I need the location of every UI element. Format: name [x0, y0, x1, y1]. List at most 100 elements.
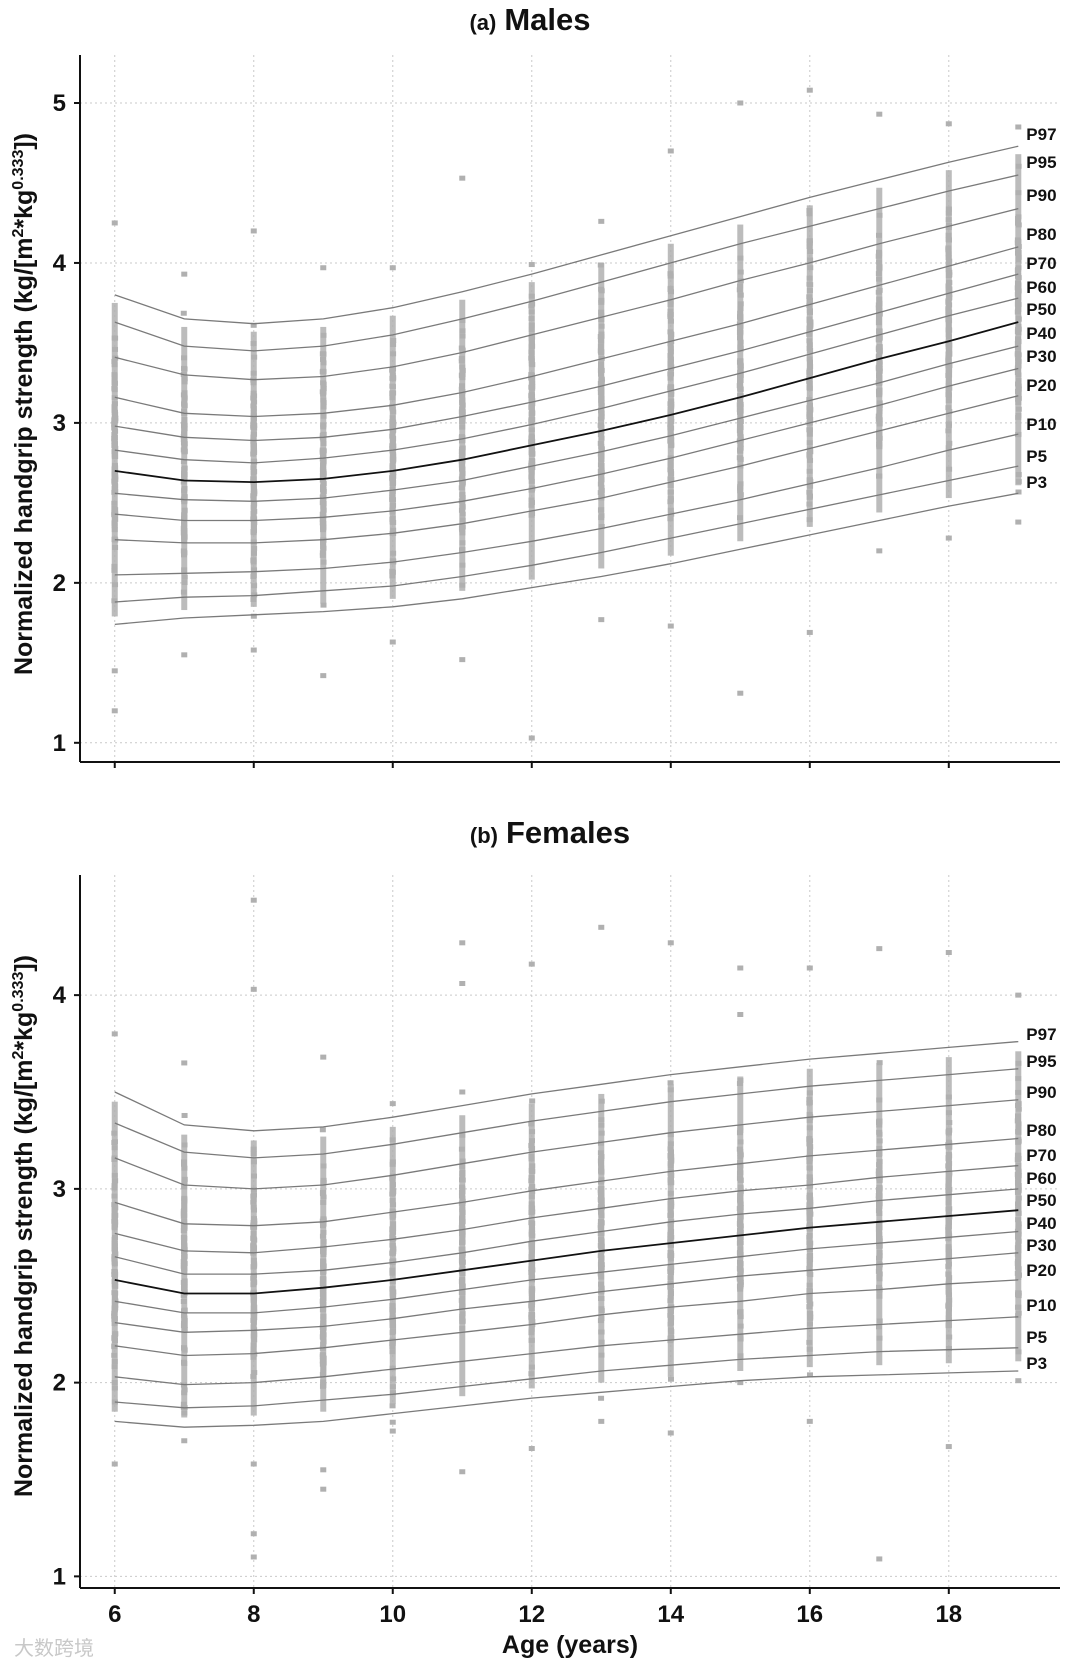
percentile-curve-p3	[114, 492, 1019, 626]
y-tick-label: 3	[53, 1176, 66, 1203]
scatter-density-band	[320, 326, 327, 604]
percentile-curve-p60	[114, 1188, 1019, 1275]
scatter-layer	[111, 897, 1022, 1562]
x-tick-label: 12	[518, 1601, 545, 1628]
scatter-density-band	[528, 1103, 535, 1389]
scatter-outlier	[459, 940, 466, 946]
scatter-outlier	[459, 1469, 466, 1475]
percentile-label-p97: P97	[1026, 125, 1056, 144]
scatter-density-band	[667, 1084, 674, 1377]
scatter-outlier	[598, 1418, 605, 1424]
percentile-curve-p30	[114, 367, 1019, 522]
percentile-label-p90: P90	[1026, 1083, 1056, 1102]
scatter-outlier	[598, 924, 605, 930]
scatter-density-band	[806, 1068, 813, 1368]
scatter-outlier	[945, 121, 952, 127]
scatter-outlier	[806, 629, 813, 635]
x-tick-label: 10	[379, 1601, 406, 1628]
scatter-point	[250, 322, 257, 328]
scatter-outlier	[667, 623, 674, 629]
y-tick-label: 1	[53, 1563, 66, 1590]
scatter-outlier	[1015, 992, 1022, 998]
scatter-outlier	[459, 657, 466, 663]
percentile-label-p20: P20	[1026, 376, 1056, 395]
scatter-outlier	[945, 535, 952, 541]
scatter-outlier	[1015, 124, 1022, 130]
scatter-outlier	[389, 265, 396, 271]
scatter-point	[459, 1089, 466, 1095]
percentile-label-p97: P97	[1026, 1025, 1056, 1044]
percentile-label-p60: P60	[1026, 1169, 1056, 1188]
percentile-curve-p70	[114, 1164, 1019, 1254]
percentile-curve-p97	[114, 145, 1019, 325]
scatter-point	[529, 1098, 536, 1104]
panel-title-main: Males	[504, 2, 590, 37]
scatter-density-band	[459, 299, 466, 591]
panel-title: (b) Females	[470, 815, 630, 850]
scatter-outlier	[528, 735, 535, 741]
percentile-label-p10: P10	[1026, 415, 1056, 434]
scatter-outlier	[945, 950, 952, 955]
percentile-curve-p20	[114, 395, 1019, 544]
percentile-curve-p70	[114, 273, 1019, 442]
scatter-outlier	[181, 1060, 188, 1066]
scatter-outlier	[737, 965, 744, 971]
y-tick-label: 1	[53, 730, 66, 757]
scatter-density-band	[1015, 1051, 1022, 1362]
curve-layer	[114, 1040, 1019, 1428]
scatter-density-band	[181, 1134, 188, 1418]
scatter-outlier	[389, 639, 396, 645]
percentile-label-p20: P20	[1026, 1261, 1056, 1280]
percentile-curve-p80	[114, 246, 1019, 418]
scatter-density-band	[806, 205, 813, 527]
y-axis-label: Normalized handgrip strength (kg/[m2*kg0…	[10, 955, 38, 1497]
scatter-outlier	[320, 1467, 327, 1473]
scatter-outlier	[459, 981, 466, 986]
scatter-outlier	[737, 690, 744, 696]
y-axis-label: Normalized handgrip strength (kg/[m2*kg0…	[10, 133, 38, 675]
percentile-label-p5: P5	[1026, 1328, 1047, 1347]
percentile-label-p30: P30	[1026, 1236, 1056, 1255]
scatter-outlier	[111, 1461, 118, 1467]
percentile-curve-p50	[114, 1209, 1019, 1295]
scatter-outlier	[181, 271, 188, 277]
scatter-density-band	[737, 224, 744, 542]
y-tick-label: 3	[53, 410, 66, 437]
scatter-outlier	[250, 897, 257, 903]
y-tick-label: 2	[53, 1370, 66, 1397]
percentile-label-layer: P97 P95 P90 P80 P70 P60 P50 P40 P30 P20 P10 P5 P3	[1026, 1025, 1056, 1373]
percentile-label-p70: P70	[1026, 1146, 1056, 1165]
scatter-density-band	[459, 1115, 466, 1397]
percentile-curve-p95	[114, 174, 1019, 352]
percentile-curve-p40	[114, 1230, 1019, 1314]
scatter-density-band	[876, 1062, 883, 1366]
percentile-label-p95: P95	[1026, 1052, 1056, 1071]
percentile-label-p40: P40	[1026, 1214, 1056, 1233]
scatter-density-band	[737, 1076, 744, 1371]
scatter-outlier	[1015, 519, 1022, 525]
scatter-outlier	[876, 1556, 883, 1562]
scatter-outlier	[1015, 1378, 1022, 1384]
y-tick-label: 4	[53, 982, 67, 1009]
scatter-outlier	[389, 1428, 396, 1434]
x-tick-label: 6	[108, 1601, 121, 1628]
percentile-curve-p90	[114, 207, 1019, 381]
x-tick-label: 18	[935, 1601, 962, 1628]
scatter-point	[389, 1419, 396, 1425]
scatter-point	[319, 1127, 326, 1133]
percentile-curve-p40	[114, 345, 1019, 502]
scatter-outlier	[528, 262, 535, 268]
percentile-label-p10: P10	[1026, 1296, 1056, 1315]
x-tick-label: 8	[247, 1601, 260, 1628]
scatter-outlier	[459, 175, 466, 181]
scatter-density-band	[250, 331, 257, 607]
scatter-density-band	[598, 1093, 605, 1383]
panel-title-prefix: (a)	[469, 10, 496, 35]
panel-title: (a) Males	[469, 2, 590, 37]
percentile-curve-p30	[114, 1252, 1019, 1333]
scatter-outlier	[806, 965, 813, 971]
scatter-outlier	[945, 1444, 952, 1450]
percentile-label-p50: P50	[1026, 300, 1056, 319]
